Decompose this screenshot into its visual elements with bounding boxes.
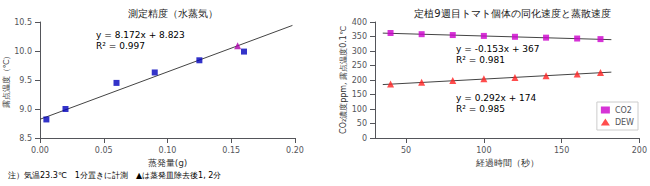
svg-text:CO2: CO2 xyxy=(615,106,632,115)
svg-text:9.0: 9.0 xyxy=(19,105,32,114)
svg-text:CO₂濃度ppm, 露点温度0.1℃: CO₂濃度ppm, 露点温度0.1℃ xyxy=(339,26,348,134)
svg-text:0.05: 0.05 xyxy=(95,146,113,155)
svg-text:経過時間（秒）: 経過時間（秒） xyxy=(475,158,539,168)
svg-text:R² = 0.981: R² = 0.981 xyxy=(456,55,505,65)
svg-text:150: 150 xyxy=(554,146,569,155)
svg-text:10.0: 10.0 xyxy=(14,47,32,56)
svg-text:0.10: 0.10 xyxy=(159,146,177,155)
svg-text:y = -0.153x + 367: y = -0.153x + 367 xyxy=(456,44,539,54)
svg-text:定植9週目トマト個体の同化速度と蒸散速度: 定植9週目トマト個体の同化速度と蒸散速度 xyxy=(414,8,610,19)
svg-text:10.5: 10.5 xyxy=(14,18,32,27)
svg-text:300: 300 xyxy=(352,47,367,56)
svg-text:0: 0 xyxy=(362,134,367,143)
svg-text:150: 150 xyxy=(352,90,367,99)
svg-text:露点温度（℃）: 露点温度（℃） xyxy=(2,52,11,109)
svg-text:R² = 0.997: R² = 0.997 xyxy=(96,41,145,51)
svg-text:250: 250 xyxy=(352,61,367,70)
svg-text:8.5: 8.5 xyxy=(19,134,32,143)
svg-text:測定精度（水蒸気）: 測定精度（水蒸気） xyxy=(128,8,218,19)
svg-text:R² = 0.985: R² = 0.985 xyxy=(456,104,505,114)
svg-text:100: 100 xyxy=(476,146,491,155)
svg-text:50: 50 xyxy=(401,146,411,155)
svg-text:DEW: DEW xyxy=(615,118,634,127)
svg-text:50: 50 xyxy=(357,119,367,128)
svg-text:0.20: 0.20 xyxy=(286,146,304,155)
svg-text:9.5: 9.5 xyxy=(19,76,32,85)
svg-text:400: 400 xyxy=(352,18,367,27)
svg-text:200: 200 xyxy=(352,76,367,85)
svg-text:y = 8.172x + 8.823: y = 8.172x + 8.823 xyxy=(96,30,185,40)
svg-text:200: 200 xyxy=(632,146,647,155)
svg-text:y = 0.292x + 174: y = 0.292x + 174 xyxy=(456,93,536,103)
svg-text:注）気温23.3℃ 1分置きに計測 ▲は蒸発皿除去後1, 2: 注）気温23.3℃ 1分置きに計測 ▲は蒸発皿除去後1, 2分 xyxy=(8,171,221,180)
svg-text:0.15: 0.15 xyxy=(222,146,240,155)
svg-text:蒸発量(g): 蒸発量(g) xyxy=(148,158,188,168)
svg-text:100: 100 xyxy=(352,105,367,114)
svg-text:350: 350 xyxy=(352,32,367,41)
svg-text:0.00: 0.00 xyxy=(31,146,49,155)
